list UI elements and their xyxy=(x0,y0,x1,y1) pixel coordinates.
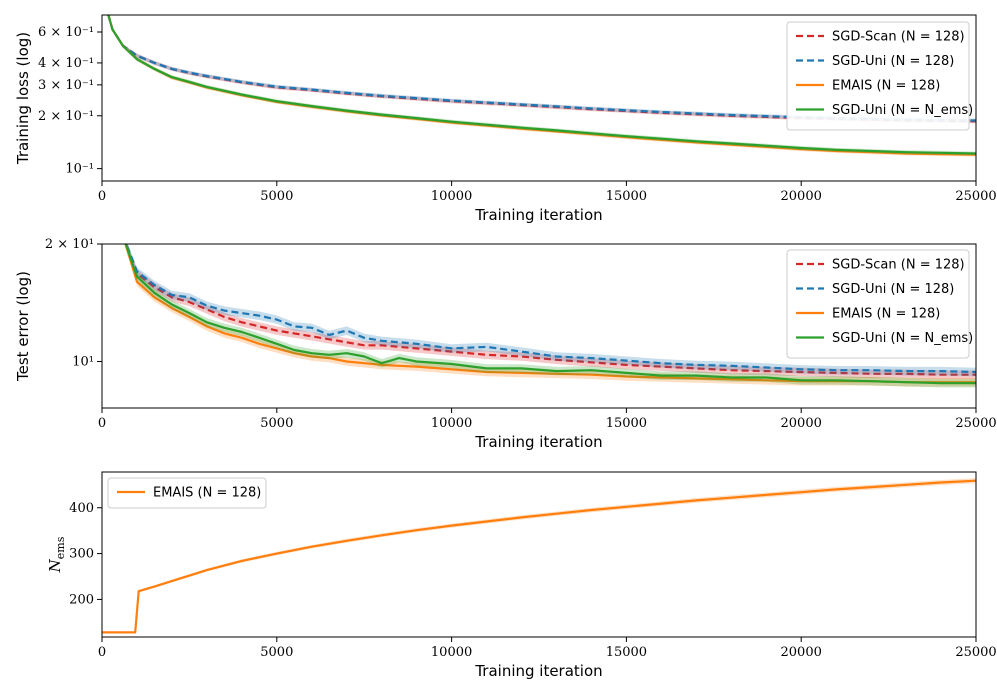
y-axis-label: Test error (log) xyxy=(14,271,32,382)
x-tick-label: 15000 xyxy=(606,416,647,431)
legend-label: SGD-Uni (N = 128) xyxy=(832,54,954,69)
y-tick-label: 10⁻¹ xyxy=(65,162,94,177)
x-tick-label: 5000 xyxy=(260,416,293,431)
x-axis-label: Training iteration xyxy=(474,433,602,451)
legend-frame xyxy=(786,249,970,359)
y-tick-label: 300 xyxy=(69,547,94,562)
series-line xyxy=(124,244,976,376)
series-line xyxy=(125,244,976,374)
y-tick-label: 200 xyxy=(69,592,94,607)
x-tick-label: 25000 xyxy=(955,416,996,431)
x-tick-label: 15000 xyxy=(606,645,647,660)
y-tick-label: 2 × 10⁻¹ xyxy=(38,109,94,124)
x-tick-label: 5000 xyxy=(260,189,293,204)
y-tick-label: 2 × 10¹ xyxy=(45,237,94,252)
n-ems-panel: 0 5000 10000 15000 20000 25000 200 300 400 Traini… xyxy=(46,471,997,680)
legend-frame xyxy=(786,21,970,131)
series-line xyxy=(124,244,976,385)
legend-label: SGD-Uni (N = N_ems) xyxy=(832,103,973,118)
legend-label: EMAIS (N = 128) xyxy=(832,307,940,322)
y-tick-label: 10¹ xyxy=(72,354,94,369)
x-tick-label: 5000 xyxy=(260,645,293,660)
x-tick-label: 0 xyxy=(98,189,106,204)
x-tick-label: 20000 xyxy=(781,645,822,660)
x-tick-label: 15000 xyxy=(606,189,647,204)
legend-label: SGD-Scan (N = 128) xyxy=(832,30,965,45)
legend: SGD-Scan (N = 128) SGD-Uni (N = 128) EMAIS… xyxy=(786,21,973,131)
series-line xyxy=(124,244,976,384)
y-axis-label: Nems xyxy=(46,536,67,573)
y-tick-label: 6 × 10⁻¹ xyxy=(38,25,94,40)
series-line xyxy=(107,15,976,155)
legend-label: EMAIS (N = 128) xyxy=(153,486,261,501)
plot-area xyxy=(124,244,976,388)
training-loss-panel: 0 5000 10000 15000 20000 25000 10⁻¹ 2 × 10⁻¹ 3 ×… xyxy=(14,14,997,224)
x-tick-label: 10000 xyxy=(431,645,472,660)
legend: SGD-Scan (N = 128) SGD-Uni (N = 128) EMAIS… xyxy=(786,249,973,359)
plot-area xyxy=(102,478,976,634)
legend-label: SGD-Scan (N = 128) xyxy=(832,258,965,273)
axes-frame xyxy=(101,14,977,182)
x-tick-label: 0 xyxy=(98,416,106,431)
x-tick-label: 20000 xyxy=(781,189,822,204)
x-tick-label: 10000 xyxy=(431,189,472,204)
y-axis-label: Training loss (log) xyxy=(14,32,32,165)
x-axis-label: Training iteration xyxy=(474,206,602,224)
test-error-panel: 0 5000 10000 15000 20000 25000 10¹ 2 × 10¹ Train… xyxy=(14,237,997,451)
y-tick-label: 3 × 10⁻¹ xyxy=(38,78,94,93)
axes-frame xyxy=(101,471,977,638)
x-tick-label: 20000 xyxy=(781,416,822,431)
legend-label: SGD-Uni (N = 128) xyxy=(832,282,954,297)
legend-label: EMAIS (N = 128) xyxy=(832,79,940,94)
x-tick-label: 0 xyxy=(98,645,106,660)
series-line xyxy=(102,479,976,634)
series-band xyxy=(124,244,976,388)
x-tick-label: 25000 xyxy=(955,645,996,660)
legend-label: SGD-Uni (N = N_ems) xyxy=(832,331,973,346)
x-tick-label: 10000 xyxy=(431,416,472,431)
y-tick-label: 4 × 10⁻¹ xyxy=(38,56,94,71)
legend: EMAIS (N = 128) xyxy=(107,477,267,509)
axes-frame xyxy=(101,243,977,409)
x-axis-label: Training iteration xyxy=(474,662,602,680)
y-tick-label: 400 xyxy=(69,501,94,516)
x-tick-label: 25000 xyxy=(955,189,996,204)
legend-frame xyxy=(107,477,267,509)
